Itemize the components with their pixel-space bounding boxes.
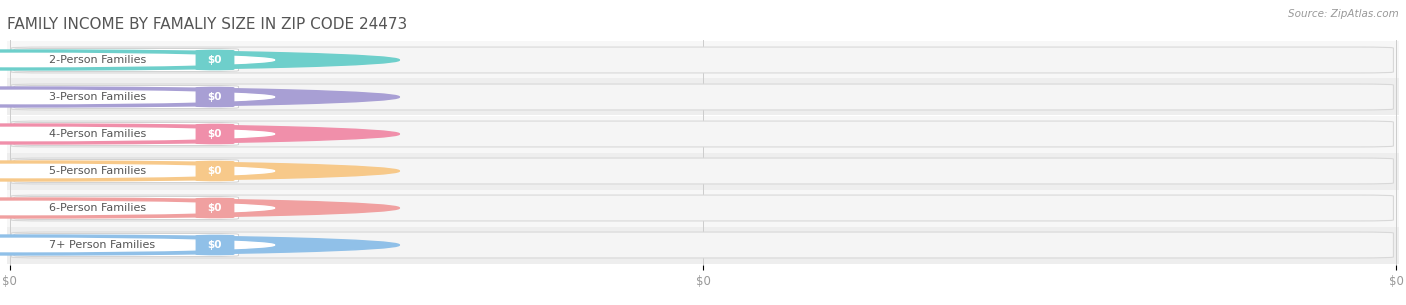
FancyBboxPatch shape [14,160,239,182]
Circle shape [0,198,399,218]
Text: $0: $0 [208,203,222,213]
FancyBboxPatch shape [14,123,239,145]
Circle shape [0,50,399,70]
Text: 7+ Person Families: 7+ Person Families [49,240,155,250]
FancyBboxPatch shape [11,195,1393,221]
Circle shape [0,53,274,67]
Text: 6-Person Families: 6-Person Families [49,203,146,213]
FancyBboxPatch shape [14,196,239,220]
FancyBboxPatch shape [11,158,1393,184]
Text: 2-Person Families: 2-Person Families [49,55,146,65]
Bar [7,116,1399,152]
Text: 4-Person Families: 4-Person Families [49,129,146,139]
FancyBboxPatch shape [195,124,235,144]
Bar [7,78,1399,116]
Text: FAMILY INCOME BY FAMALIY SIZE IN ZIP CODE 24473: FAMILY INCOME BY FAMALIY SIZE IN ZIP COD… [7,16,408,31]
Circle shape [0,124,399,144]
Circle shape [0,127,274,141]
Bar [7,227,1399,264]
Bar [7,189,1399,227]
Text: 3-Person Families: 3-Person Families [49,92,146,102]
FancyBboxPatch shape [195,161,235,181]
Bar [7,152,1399,189]
Circle shape [0,235,399,255]
Circle shape [0,90,274,104]
Text: $0: $0 [208,92,222,102]
FancyBboxPatch shape [195,87,235,107]
Text: $0: $0 [208,166,222,176]
FancyBboxPatch shape [11,84,1393,110]
Circle shape [0,201,274,215]
Bar [7,41,1399,78]
FancyBboxPatch shape [195,198,235,218]
FancyBboxPatch shape [195,235,235,255]
FancyBboxPatch shape [14,48,239,71]
FancyBboxPatch shape [14,85,239,109]
Text: $0: $0 [208,129,222,139]
FancyBboxPatch shape [11,47,1393,73]
FancyBboxPatch shape [195,50,235,70]
Text: 5-Person Families: 5-Person Families [49,166,146,176]
Text: $0: $0 [208,55,222,65]
Text: Source: ZipAtlas.com: Source: ZipAtlas.com [1288,9,1399,19]
Circle shape [0,238,274,252]
Text: $0: $0 [208,240,222,250]
FancyBboxPatch shape [14,234,239,257]
Circle shape [0,161,399,181]
FancyBboxPatch shape [11,232,1393,258]
Circle shape [0,87,399,107]
Circle shape [0,164,274,178]
FancyBboxPatch shape [11,121,1393,147]
